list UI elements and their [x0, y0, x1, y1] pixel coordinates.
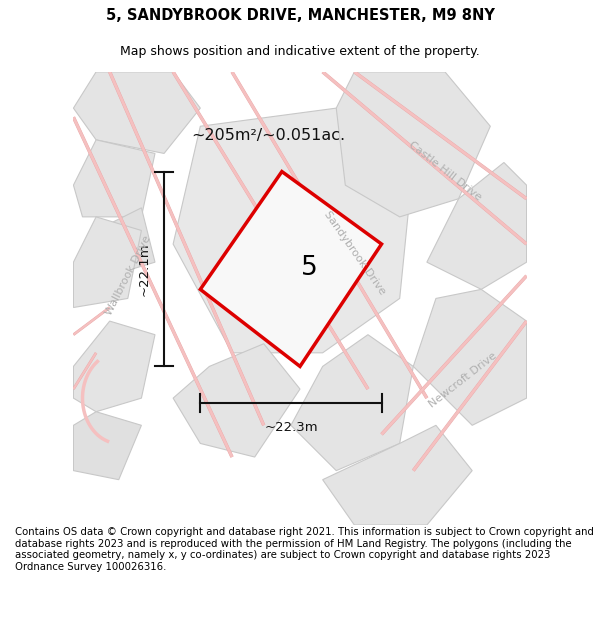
Polygon shape	[173, 108, 413, 352]
Text: ~22.3m: ~22.3m	[264, 421, 318, 434]
Text: ~22.1m: ~22.1m	[137, 242, 151, 296]
Text: Map shows position and indicative extent of the property.: Map shows position and indicative extent…	[120, 45, 480, 58]
Polygon shape	[73, 217, 142, 308]
Text: Newcroft Drive: Newcroft Drive	[427, 351, 499, 409]
Text: 5: 5	[301, 255, 317, 281]
Polygon shape	[173, 344, 300, 457]
Polygon shape	[323, 425, 472, 525]
Polygon shape	[73, 412, 142, 480]
Polygon shape	[291, 335, 413, 471]
Text: Wallbrook Drive: Wallbrook Drive	[103, 234, 152, 318]
Polygon shape	[427, 162, 527, 289]
Text: 5, SANDYBROOK DRIVE, MANCHESTER, M9 8NY: 5, SANDYBROOK DRIVE, MANCHESTER, M9 8NY	[106, 8, 494, 23]
Polygon shape	[73, 321, 155, 412]
Polygon shape	[200, 171, 382, 366]
Text: Sandybrook Drive: Sandybrook Drive	[322, 209, 387, 297]
Polygon shape	[73, 72, 200, 153]
Text: ~205m²/~0.051ac.: ~205m²/~0.051ac.	[191, 128, 346, 142]
Text: Castle Hill Drive: Castle Hill Drive	[407, 140, 483, 203]
Polygon shape	[73, 140, 155, 217]
Polygon shape	[96, 208, 155, 276]
Text: Contains OS data © Crown copyright and database right 2021. This information is : Contains OS data © Crown copyright and d…	[15, 527, 594, 572]
Polygon shape	[413, 289, 527, 425]
Polygon shape	[336, 72, 490, 217]
